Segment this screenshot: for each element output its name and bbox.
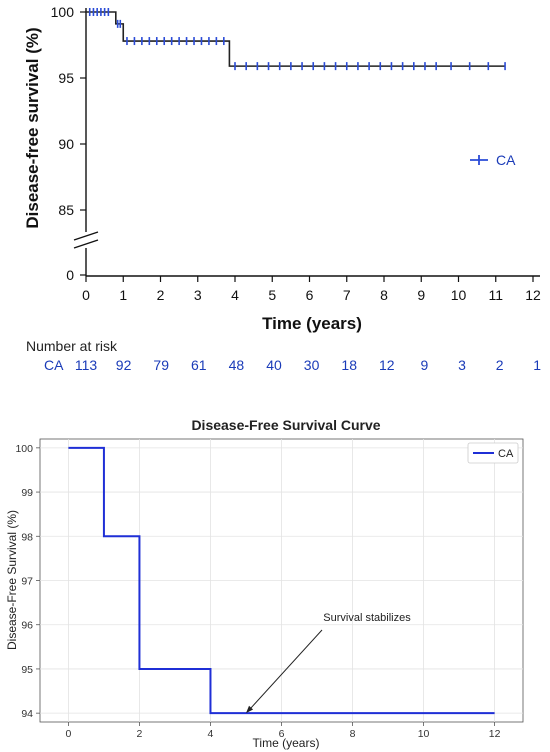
dfs-annotation: Survival stabilizes xyxy=(245,612,411,714)
km-x-tick-label: 9 xyxy=(417,287,425,303)
km-x-tick-label: 10 xyxy=(451,287,467,303)
dfs-legend: CA xyxy=(467,442,519,464)
risk-table-title: Number at risk xyxy=(26,338,118,354)
dfs-x-tick-label: 2 xyxy=(137,728,143,740)
km-x-tick-label: 1 xyxy=(119,287,127,303)
km-curve xyxy=(86,11,506,67)
dfs-x-axis-label: Time (years) xyxy=(253,736,320,750)
km-x-axis-label: Time (years) xyxy=(262,314,362,333)
dfs-annotation-arrow xyxy=(248,629,323,711)
dfs-x-tick-label: 8 xyxy=(350,728,356,740)
dfs-chart-title: Disease-Free Survival Curve xyxy=(191,417,380,433)
km-axis-break-1 xyxy=(73,231,99,241)
km-y-ticks: 0 85 90 95 100 xyxy=(51,4,86,283)
risk-value: 48 xyxy=(229,357,245,373)
risk-table-values: 113 92 79 61 48 40 30 18 12 9 3 2 1 xyxy=(75,357,541,373)
risk-value: 113 xyxy=(75,357,98,373)
risk-value: 12 xyxy=(379,357,395,373)
km-x-tick-label: 6 xyxy=(306,287,314,303)
risk-value: 1 xyxy=(533,357,541,373)
km-legend-label: CA xyxy=(496,152,516,168)
km-x-ticks: 0 1 2 3 4 5 6 7 8 9 10 11 12 xyxy=(82,276,541,303)
risk-value: 3 xyxy=(458,357,466,373)
dfs-y-tick-label: 99 xyxy=(21,487,33,499)
km-x-tick-label: 7 xyxy=(343,287,351,303)
km-axes xyxy=(73,8,540,277)
dfs-x-tick-label: 6 xyxy=(279,728,285,740)
km-x-tick-label: 8 xyxy=(380,287,388,303)
risk-value: 30 xyxy=(304,357,320,373)
km-legend: CA xyxy=(470,152,516,168)
dfs-y-axis-label: Disease-Free Survival (%) xyxy=(5,510,19,650)
dfs-y-tick-label: 96 xyxy=(21,620,33,632)
risk-value: 9 xyxy=(421,357,429,373)
dfs-x-tick-label: 12 xyxy=(489,728,501,740)
dfs-chart: Disease-Free Survival Curve 94 95 96 97 98 99… xyxy=(5,417,524,750)
dfs-y-ticks: 94 95 96 97 98 99 100 xyxy=(15,443,40,720)
risk-value: 61 xyxy=(191,357,207,373)
risk-value: 79 xyxy=(153,357,169,373)
dfs-y-tick-label: 98 xyxy=(21,531,33,543)
km-survival-line xyxy=(86,11,506,67)
dfs-legend-label: CA xyxy=(498,448,514,460)
km-y-axis-label: Disease-free survival (%) xyxy=(23,27,42,228)
dfs-y-tick-label: 97 xyxy=(21,576,33,588)
dfs-annotation-arrowhead xyxy=(245,705,254,714)
risk-value: 92 xyxy=(116,357,132,373)
dfs-x-ticks: 0 2 4 6 8 10 12 xyxy=(65,722,501,740)
dfs-y-tick-label: 94 xyxy=(21,708,33,720)
risk-value: 2 xyxy=(496,357,504,373)
km-x-tick-label: 0 xyxy=(82,287,90,303)
dfs-x-tick-label: 0 xyxy=(65,728,71,740)
risk-value: 40 xyxy=(266,357,282,373)
dfs-annotation-text: Survival stabilizes xyxy=(323,612,411,624)
risk-value: 18 xyxy=(341,357,357,373)
km-y-tick-label: 95 xyxy=(58,70,74,86)
km-x-tick-label: 5 xyxy=(268,287,276,303)
dfs-x-tick-label: 4 xyxy=(208,728,214,740)
km-censor-marks xyxy=(88,8,506,71)
dfs-y-tick-label: 100 xyxy=(15,443,33,455)
km-axis-break-2 xyxy=(73,239,99,249)
km-x-tick-label: 12 xyxy=(525,287,541,303)
km-y-tick-label: 90 xyxy=(58,136,74,152)
km-y-tick-label: 85 xyxy=(58,202,74,218)
km-x-tick-label: 3 xyxy=(194,287,202,303)
dfs-curve xyxy=(68,446,495,715)
risk-row-label: CA xyxy=(44,357,64,373)
km-y-tick-label: 0 xyxy=(66,267,74,283)
dfs-x-tick-label: 10 xyxy=(418,728,430,740)
km-x-tick-label: 4 xyxy=(231,287,239,303)
km-y-tick-label: 100 xyxy=(51,4,75,20)
km-x-tick-label: 11 xyxy=(488,287,503,303)
dfs-survival-line xyxy=(68,446,495,715)
km-x-tick-label: 2 xyxy=(157,287,165,303)
dfs-y-tick-label: 95 xyxy=(21,664,33,676)
